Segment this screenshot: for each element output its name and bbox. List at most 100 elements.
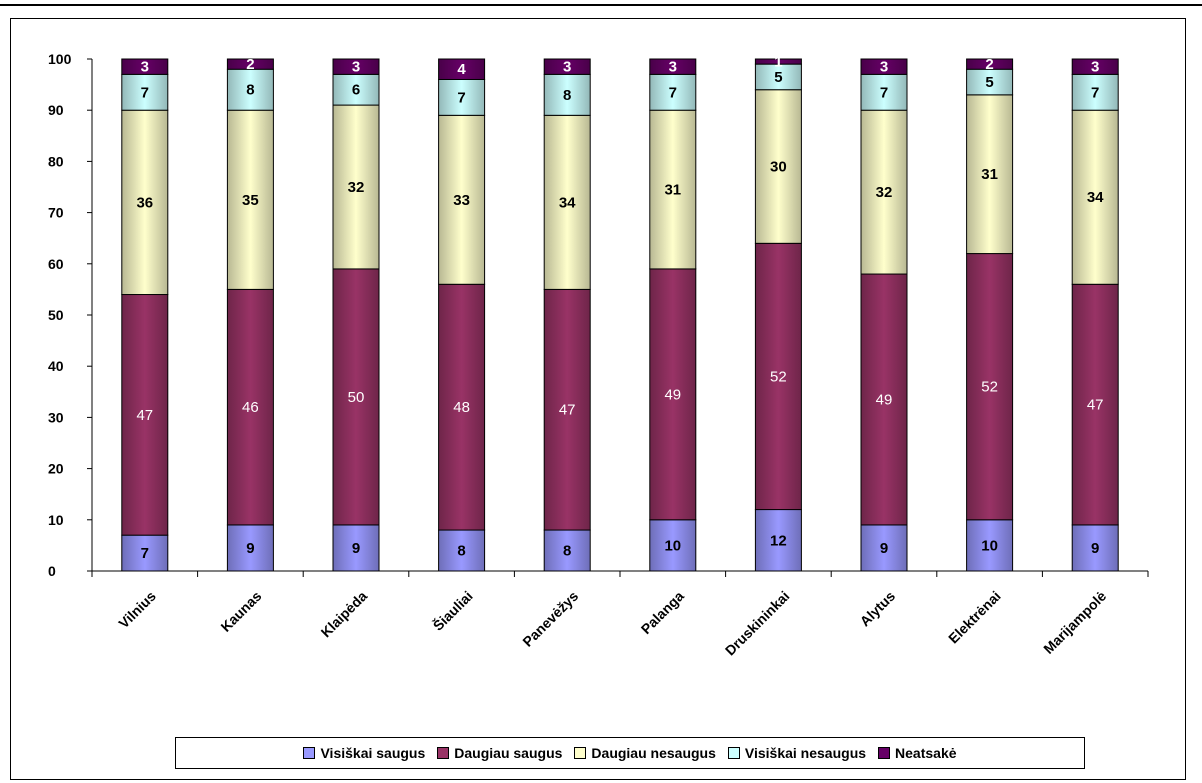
data-label: 9 <box>1091 540 1099 557</box>
chart-legend: Visiškai saugus Daugiau saugus Daugiau nes… <box>175 737 1085 769</box>
data-label: 34 <box>1087 189 1104 206</box>
data-label: 7 <box>457 89 465 106</box>
x-tick-label: Kaunas <box>217 588 264 635</box>
x-tick-label: Klaipėda <box>318 588 371 641</box>
labels-layer: 7473673946358295032638483374847348310493… <box>136 54 1104 563</box>
data-label: 9 <box>352 540 360 557</box>
bar-segment <box>649 73 697 111</box>
bar-segment <box>1071 73 1119 111</box>
data-label: 10 <box>664 537 681 554</box>
data-label: 3 <box>880 59 888 76</box>
data-label: 7 <box>669 84 677 101</box>
data-label: 10 <box>981 537 998 554</box>
data-label: 32 <box>348 179 365 196</box>
bar-segment <box>543 114 591 290</box>
bar-segment <box>438 58 486 80</box>
bar-segment <box>966 68 1014 96</box>
x-tick-label: Marijampolė <box>1040 588 1109 657</box>
data-label: 8 <box>457 543 465 560</box>
bar-segment <box>649 109 697 270</box>
data-label: 5 <box>985 74 993 91</box>
bar-segment <box>332 104 380 270</box>
bar-segment <box>121 534 169 572</box>
data-label: 3 <box>352 59 360 76</box>
legend-item: Daugiau nesaugus <box>574 745 716 761</box>
data-label: 7 <box>141 545 149 562</box>
bar-segment <box>543 288 591 531</box>
data-label: 6 <box>352 82 360 99</box>
data-label: 2 <box>985 56 993 73</box>
data-label: 7 <box>1091 84 1099 101</box>
bar-segment <box>121 58 169 75</box>
y-tick-label: 70 <box>48 205 64 221</box>
data-label: 52 <box>770 368 787 385</box>
data-label: 50 <box>348 389 365 406</box>
data-label: 3 <box>141 59 149 76</box>
legend-label: Daugiau saugus <box>454 745 563 761</box>
data-label: 3 <box>563 59 571 76</box>
legend-label: Neatsakė <box>895 745 957 761</box>
data-label: 9 <box>246 540 254 557</box>
data-label: 33 <box>453 192 470 209</box>
data-label: 49 <box>876 391 893 408</box>
bar-segment <box>860 109 908 275</box>
data-label: 12 <box>770 532 787 549</box>
bar-segment <box>226 58 274 70</box>
bars-layer <box>121 58 1119 572</box>
data-label: 3 <box>669 59 677 76</box>
y-tick-label: 10 <box>48 512 64 528</box>
bar-segment <box>121 294 169 536</box>
legend-swatch <box>574 747 587 759</box>
bar-segment <box>332 524 380 572</box>
bar-segment <box>1071 58 1119 75</box>
data-label: 5 <box>774 69 782 86</box>
data-label: 2 <box>246 56 254 73</box>
bar-segment <box>332 268 380 526</box>
bar-segment <box>754 242 802 511</box>
y-tick-label: 20 <box>48 461 64 477</box>
bar-segment <box>543 58 591 75</box>
x-tick-label: Alytus <box>857 588 899 630</box>
bar-segment <box>121 109 169 296</box>
y-tick-label: 40 <box>48 358 64 374</box>
data-label: 1 <box>774 54 782 71</box>
y-tick-label: 50 <box>48 307 64 323</box>
x-tick-label: Elektrėnai <box>945 588 1004 647</box>
bar-segment <box>226 288 274 526</box>
legend-label: Visiškai nesaugus <box>744 745 867 761</box>
bar-segment <box>860 73 908 111</box>
data-label: 49 <box>664 386 681 403</box>
legend-item: Visiškai saugus <box>303 745 425 761</box>
legend-label: Daugiau nesaugus <box>591 745 716 761</box>
data-label: 8 <box>563 543 571 560</box>
x-tick-label: Palanga <box>638 588 687 637</box>
x-tick-label: Šiauliai <box>429 587 476 634</box>
bar-segment <box>754 58 802 65</box>
y-tick-label: 80 <box>48 153 64 169</box>
bar-segment <box>649 58 697 75</box>
bar-segment <box>226 109 274 290</box>
legend-swatch <box>727 747 740 759</box>
y-tick-label: 0 <box>48 563 56 579</box>
legend-item: Visiškai nesaugus <box>727 745 867 761</box>
data-label: 8 <box>563 87 571 104</box>
data-label: 52 <box>981 379 998 396</box>
data-label: 9 <box>880 540 888 557</box>
bar-segment <box>966 94 1014 255</box>
bar-segment <box>1071 109 1119 285</box>
bar-segment <box>860 273 908 526</box>
bar-segment <box>438 78 486 116</box>
data-label: 36 <box>136 194 153 211</box>
y-tick-label: 60 <box>48 256 64 272</box>
bar-segment <box>966 58 1014 70</box>
legend-swatch <box>437 747 450 759</box>
data-label: 3 <box>1091 59 1099 76</box>
data-label: 8 <box>246 82 254 99</box>
data-label: 47 <box>136 407 153 424</box>
legend-swatch <box>878 747 891 759</box>
y-tick-label: 30 <box>48 409 64 425</box>
legend-item: Neatsakė <box>878 745 957 761</box>
data-label: 47 <box>559 402 576 419</box>
data-label: 31 <box>981 166 998 183</box>
